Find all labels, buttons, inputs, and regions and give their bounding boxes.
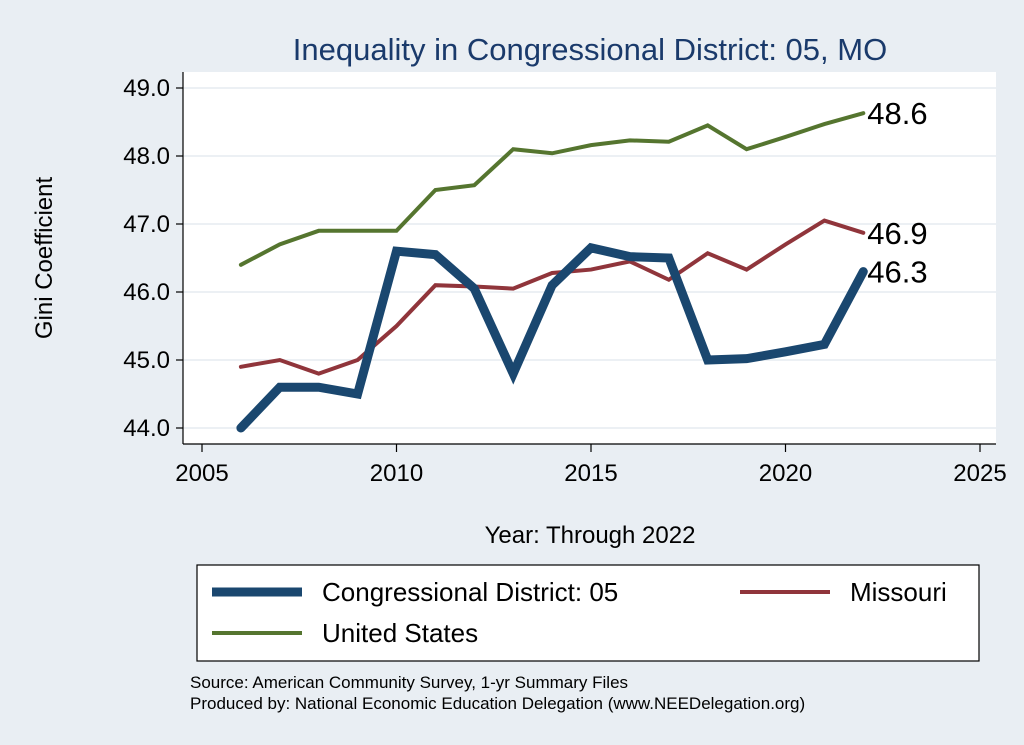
end-label-united-states: 48.6 [867, 96, 927, 131]
plot-area [183, 72, 996, 444]
chart-title: Inequality in Congressional District: 05… [293, 32, 887, 67]
end-labels: 46.3 46.9 48.6 [867, 96, 927, 289]
legend-label: Congressional District: 05 [322, 577, 618, 607]
end-label-missouri: 46.9 [867, 216, 927, 251]
y-axis-title: Gini Coefficient [31, 177, 58, 340]
x-tick-label: 2025 [953, 460, 1006, 487]
y-tick-label: 44.0 [123, 415, 170, 442]
end-label-district: 46.3 [867, 255, 927, 290]
axes: 44.0 45.0 46.0 47.0 48.0 49.0 2005 2010 2015 2020… [123, 72, 1007, 487]
series-line-missouri [238, 218, 866, 376]
series-line-united-states [238, 111, 866, 267]
series-lines [236, 111, 868, 433]
legend-box [196, 564, 980, 662]
y-tick-label: 47.0 [123, 211, 170, 238]
x-tick-label: 2020 [759, 460, 812, 487]
x-tick-label: 2005 [175, 460, 228, 487]
y-tick-label: 49.0 [123, 75, 170, 102]
x-tick-label: 2015 [564, 460, 617, 487]
series-line-district [236, 242, 868, 433]
source-line: Source: American Community Survey, 1-yr … [190, 673, 628, 692]
y-tick-label: 48.0 [123, 143, 170, 170]
producer-line: Produced by: National Economic Education… [190, 694, 805, 713]
y-tick-label: 45.0 [123, 347, 170, 374]
x-tick-label: 2010 [370, 460, 423, 487]
legend: Congressional District: 05 Missouri United… [212, 577, 947, 648]
x-axis-title: Year: Through 2022 [485, 522, 696, 549]
legend-label: Missouri [850, 577, 947, 607]
legend-label: United States [322, 618, 478, 648]
grid-lines [183, 87, 996, 429]
y-tick-label: 46.0 [123, 279, 170, 306]
